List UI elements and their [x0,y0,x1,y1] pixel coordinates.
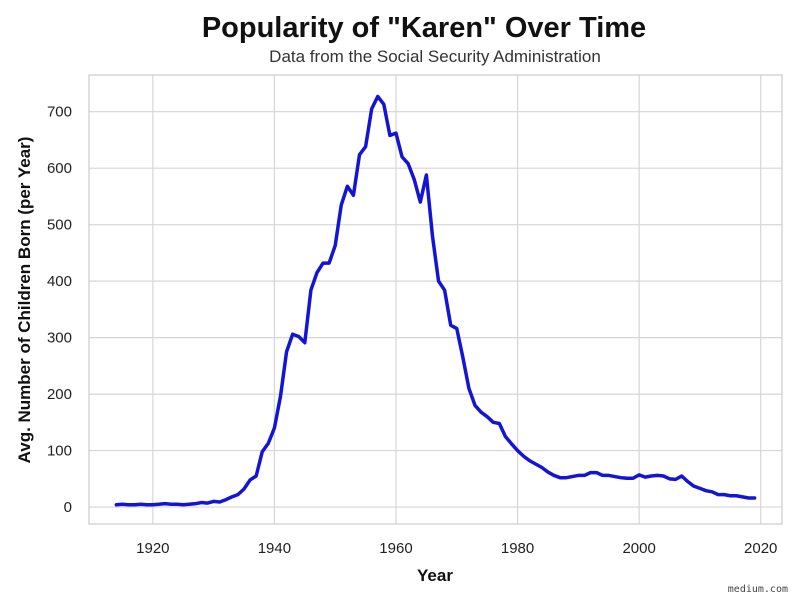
y-tick-label: 500 [47,217,72,234]
x-tick-label: 1980 [501,540,534,557]
y-tick-label: 600 [47,160,72,177]
series-line-karen [114,94,757,507]
y-axis-ticks: 0 100 200 300 400 500 600 700 [47,104,72,516]
x-tick-label: 2020 [744,540,777,557]
plot-area-frame [88,74,783,525]
x-axis-label: Year [417,566,453,585]
y-tick-label: 400 [47,273,72,290]
x-grid [152,75,762,524]
y-tick-label: 700 [47,104,72,121]
watermark: medium.com [728,584,788,595]
x-tick-label: 2000 [622,540,655,557]
chart-title: Popularity of "Karen" Over Time [202,12,646,44]
y-tick-label: 100 [47,443,72,460]
x-axis-ticks: 1920 1940 1960 1980 2000 2020 [136,540,777,557]
y-axis-label: Avg. Number of Children Born (per Year) [15,137,34,464]
x-tick-label: 1940 [258,540,291,557]
x-tick-label: 1960 [379,540,412,557]
y-tick-label: 300 [47,330,72,347]
y-tick-label: 200 [47,386,72,403]
chart-subtitle: Data from the Social Security Administra… [269,47,601,66]
y-tick-label: 0 [64,499,72,516]
y-grid [89,111,782,508]
x-tick-label: 1920 [136,540,169,557]
